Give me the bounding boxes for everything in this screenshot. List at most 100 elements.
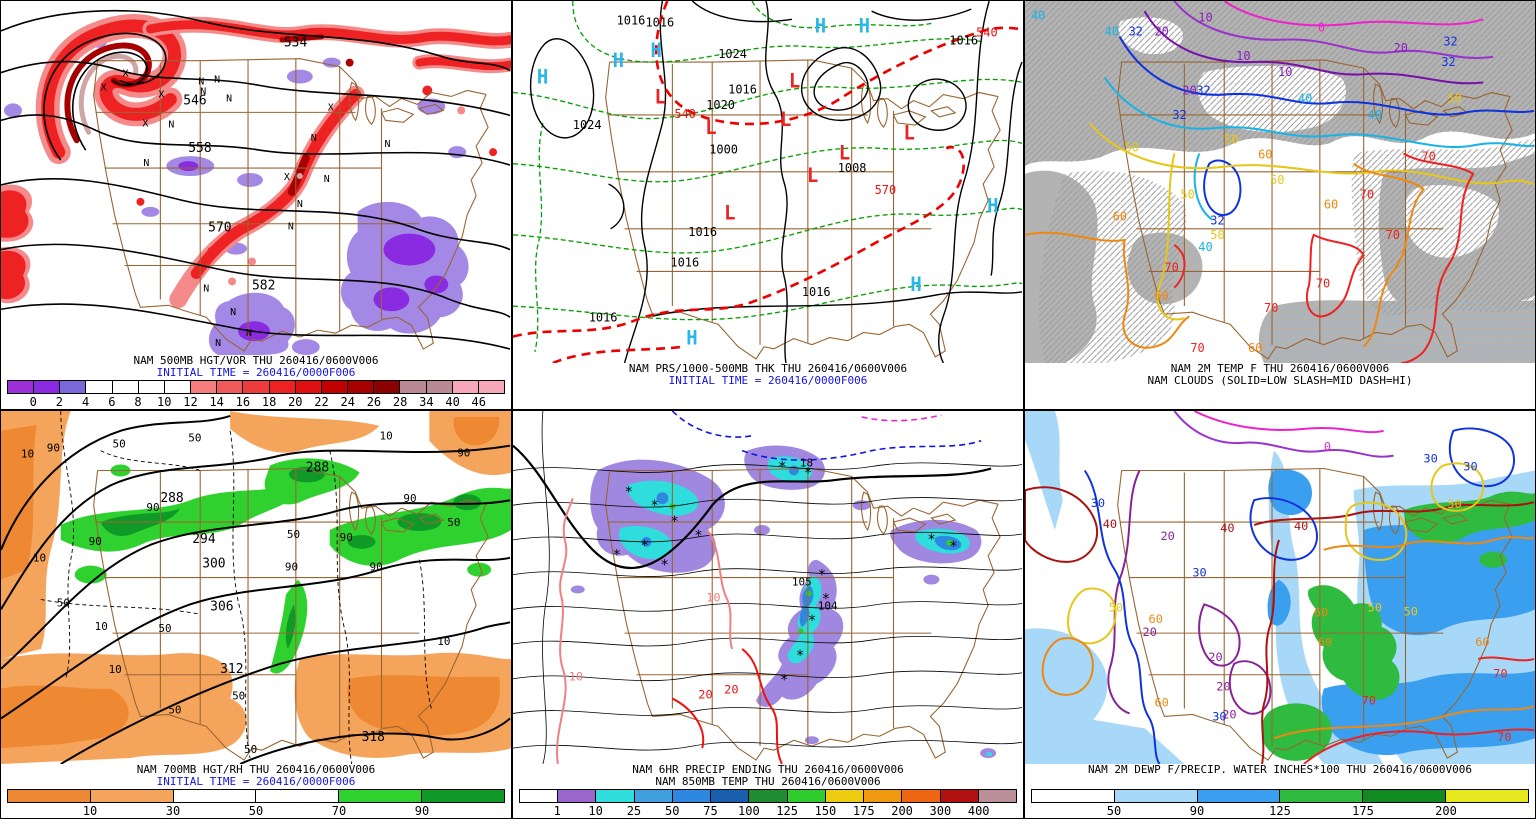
svg-text:90: 90 <box>89 535 102 548</box>
svg-text:32: 32 <box>1441 55 1455 69</box>
svg-text:50: 50 <box>232 690 245 703</box>
svg-text:*: * <box>613 548 621 564</box>
svg-text:30: 30 <box>1423 452 1437 466</box>
svg-text:1016: 1016 <box>949 34 978 48</box>
colorbar-segment <box>191 381 218 393</box>
svg-text:N: N <box>230 307 236 318</box>
svg-text:40: 40 <box>1294 519 1308 533</box>
colorbar-tick: 10 <box>588 804 603 818</box>
svg-text:1024: 1024 <box>718 47 747 61</box>
svg-text:0: 0 <box>1324 440 1331 454</box>
svg-text:558: 558 <box>188 141 211 156</box>
svg-text:H: H <box>987 194 998 217</box>
svg-text:40: 40 <box>1298 92 1312 106</box>
svg-text:20: 20 <box>1160 529 1174 543</box>
colorbar-tick: 25 <box>626 804 642 818</box>
svg-text:X: X <box>284 172 290 183</box>
colorbar-segment <box>864 790 903 802</box>
svg-text:50: 50 <box>1368 600 1382 614</box>
svg-text:10: 10 <box>33 552 46 565</box>
svg-text:582: 582 <box>252 278 275 293</box>
svg-text:60: 60 <box>1248 341 1262 355</box>
panel-pressure-thickness: H H H H H H H H L L L L L L L L 1016 1016 1024 1016 1020 1024… <box>512 0 1024 410</box>
svg-text:70: 70 <box>1316 277 1330 291</box>
svg-text:30: 30 <box>1192 566 1206 580</box>
colorbar-precip: 1 10 25 50 75 100 125 150 175 200 300 400 <box>519 789 1017 818</box>
svg-text:60: 60 <box>1475 635 1489 649</box>
panel-500mb-vorticity: 534 546 558 570 582 N N N N N N N N N N N N N N N X X X X X X NAM… <box>0 0 512 410</box>
svg-text:X: X <box>123 69 129 80</box>
svg-text:70: 70 <box>1497 730 1511 744</box>
svg-text:50: 50 <box>168 703 181 716</box>
colorbar-segment <box>787 790 826 802</box>
svg-text:32: 32 <box>1443 35 1457 49</box>
svg-text:40: 40 <box>1031 8 1045 22</box>
colorbar-ticks: 1 10 25 50 75 100 125 150 175 200 300 400 <box>519 803 1017 818</box>
svg-text:18: 18 <box>800 457 813 470</box>
map-2m-temp-clouds[interactable]: 4040404040323232323232202020101010050505… <box>1025 1 1535 363</box>
svg-text:0: 0 <box>1318 20 1325 34</box>
caption-line2: NAM CLOUDS (SOLID=LOW SLASH=MID DASH=HI) <box>1147 374 1413 387</box>
svg-text:10: 10 <box>569 670 583 684</box>
svg-text:N: N <box>203 283 209 294</box>
svg-text:10: 10 <box>380 430 393 443</box>
svg-text:90: 90 <box>340 531 353 544</box>
svg-text:H: H <box>537 65 548 88</box>
svg-text:50: 50 <box>1447 497 1461 511</box>
colorbar-segment <box>558 790 597 802</box>
svg-text:N: N <box>214 75 220 86</box>
colorbar-segment <box>339 790 423 802</box>
svg-text:1016: 1016 <box>617 13 646 27</box>
colorbar-segment <box>138 381 165 393</box>
svg-text:20: 20 <box>1394 41 1408 55</box>
colorbar-ticks: 0 2 4 6 8 10 12 14 16 18 20 22 24 26 28 34 40 46 <box>7 394 505 409</box>
svg-text:104: 104 <box>818 599 838 612</box>
colorbar-tick: 50 <box>248 804 264 818</box>
colorbar-tick: 175 <box>852 804 875 818</box>
caption-line1: NAM 2M TEMP F THU 260416/0600V006 <box>1170 362 1390 375</box>
svg-text:10: 10 <box>1278 65 1292 79</box>
svg-text:90: 90 <box>370 561 383 574</box>
colorbar-tick: 26 <box>366 395 382 409</box>
colorbar-segment <box>269 381 296 393</box>
svg-text:10: 10 <box>1236 49 1250 63</box>
svg-text:*: * <box>927 532 935 548</box>
colorbar-tick: 4 <box>82 395 90 409</box>
svg-text:60: 60 <box>1113 210 1127 224</box>
temp-contours <box>1025 1 1535 363</box>
colorbar-tick: 10 <box>82 804 98 818</box>
map-700mb-rh[interactable]: 288 288 294 300 306 312 318 50 50 50 50 50 50 50 50 50 1… <box>1 411 511 764</box>
svg-text:50: 50 <box>1447 92 1461 106</box>
svg-text:H: H <box>613 49 624 72</box>
dewp-contours <box>1025 411 1535 764</box>
svg-text:*: * <box>778 460 786 476</box>
svg-text:312: 312 <box>220 662 243 677</box>
caption-line1: NAM 500MB HGT/VOR THU 260416/0600V006 <box>133 354 379 367</box>
svg-text:288: 288 <box>306 461 329 476</box>
svg-text:90: 90 <box>285 561 298 574</box>
map-2m-dewpoint-pwat[interactable]: 0 30 30 30 30 30 40 40 40 20 20 20 20 20 50 50 50 50 60 60 6… <box>1025 411 1535 764</box>
colorbar-segment <box>1280 790 1364 802</box>
svg-text:288: 288 <box>160 491 183 506</box>
isobars-black <box>529 1 1023 363</box>
neg-vorticity-fills <box>3 37 469 355</box>
colorbar-segment <box>164 381 192 393</box>
svg-text:X: X <box>158 89 164 100</box>
svg-text:70: 70 <box>1362 694 1376 708</box>
colorbar-tick: 400 <box>967 804 990 818</box>
svg-text:60: 60 <box>1318 635 1332 649</box>
svg-text:N: N <box>297 199 303 210</box>
colorbar-tick: 50 <box>664 804 680 818</box>
colorbar-tick: 10 <box>157 395 172 409</box>
colorbar-segment <box>711 790 750 802</box>
svg-text:20: 20 <box>698 688 712 702</box>
svg-text:10: 10 <box>706 590 720 604</box>
svg-text:L: L <box>839 141 850 164</box>
colorbar-tick: 0 <box>29 395 37 409</box>
colorbar-segment <box>217 381 244 393</box>
svg-text:50: 50 <box>1224 132 1238 146</box>
